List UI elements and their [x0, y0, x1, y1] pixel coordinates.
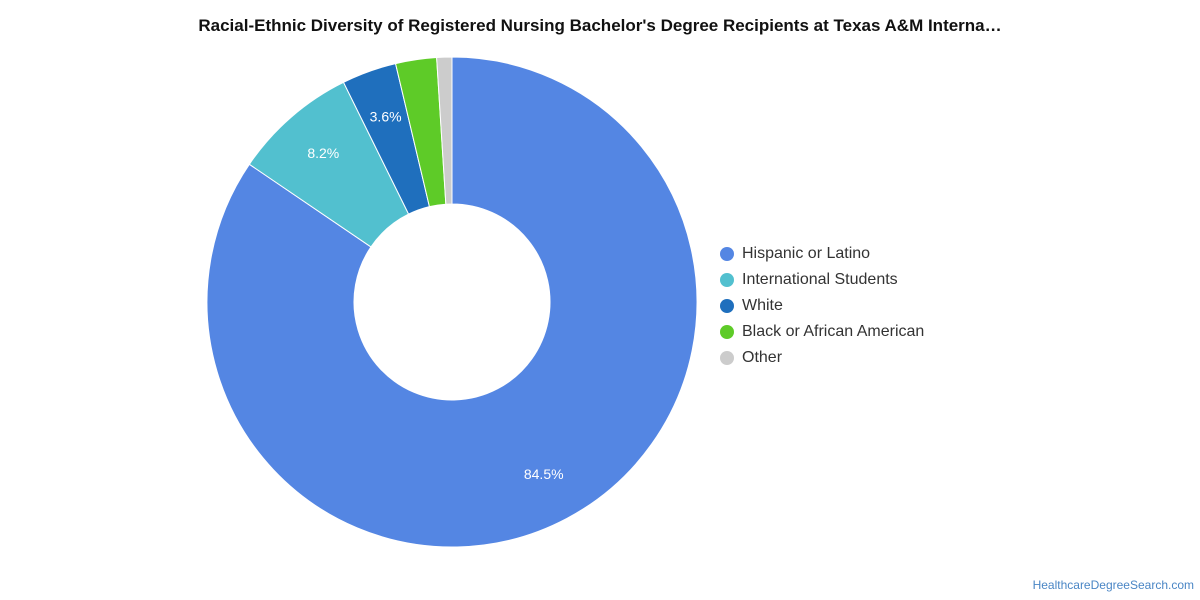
legend-item-hispanic-or-latino[interactable]: Hispanic or Latino: [720, 241, 924, 267]
legend-swatch-icon: [720, 325, 734, 339]
data-label-hispanic-or-latino: 84.5%: [524, 466, 564, 482]
legend-label: Black or African American: [742, 323, 925, 340]
source-link[interactable]: HealthcareDegreeSearch.com: [1032, 578, 1194, 592]
slice-other[interactable]: [436, 56, 453, 205]
data-label-white: 3.6%: [370, 108, 402, 124]
legend-label: International Students: [742, 271, 898, 288]
slice-hispanic-or-latino[interactable]: [206, 56, 698, 548]
legend-swatch-icon: [720, 299, 734, 313]
legend-label: White: [742, 297, 783, 314]
legend-swatch-icon: [720, 247, 734, 261]
legend-item-international-students[interactable]: International Students: [720, 267, 924, 293]
legend-item-other[interactable]: Other: [720, 345, 924, 371]
legend-label: Other: [742, 349, 783, 366]
data-label-international-students: 8.2%: [307, 145, 339, 161]
legend-label: Hispanic or Latino: [742, 245, 871, 262]
legend-item-white[interactable]: White: [720, 293, 924, 319]
chart-legend: Hispanic or Latino International Students…: [720, 241, 924, 371]
legend-swatch-icon: [720, 273, 734, 287]
legend-item-black-or-african-american[interactable]: Black or African American: [720, 319, 924, 345]
legend-swatch-icon: [720, 351, 734, 365]
chart-title: Racial-Ethnic Diversity of Registered Nu…: [198, 16, 1002, 35]
